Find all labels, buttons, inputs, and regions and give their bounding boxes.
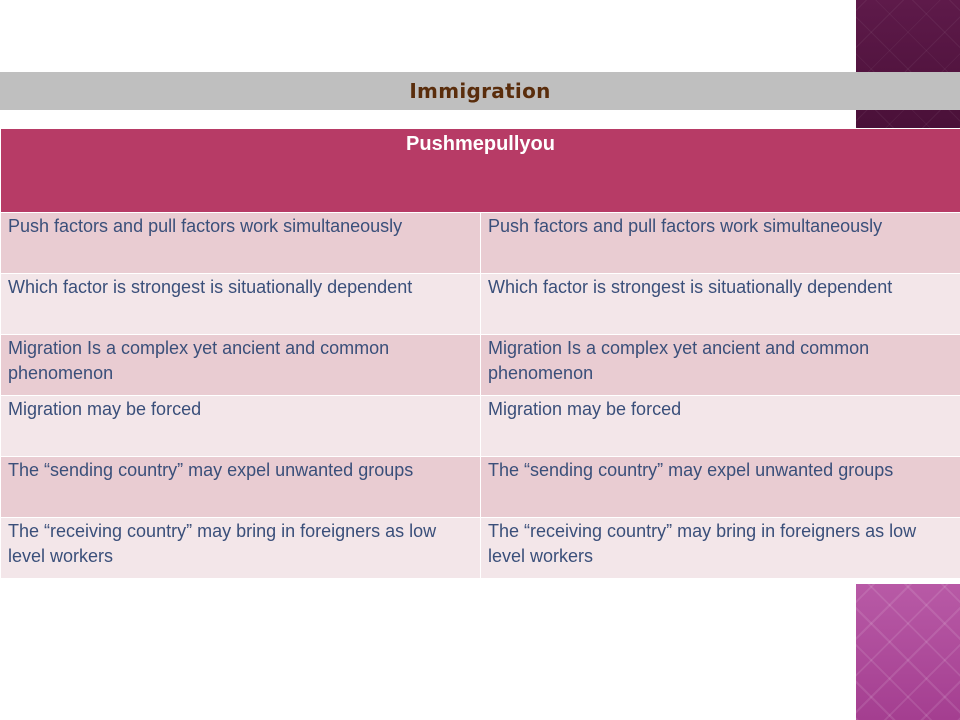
slide-title: Immigration (409, 79, 551, 103)
table-row: Which factor is strongest is situational… (0, 273, 960, 335)
table-cell: The “receiving country” may bring in for… (0, 517, 481, 579)
table-row: Migration Is a complex yet ancient and c… (0, 334, 960, 396)
table-cell: Which factor is strongest is situational… (480, 273, 960, 335)
table-cell: The “receiving country” may bring in for… (480, 517, 960, 579)
table-row: Migration may be forced Migration may be… (0, 395, 960, 457)
table-cell: Migration may be forced (480, 395, 960, 457)
table-cell: The “sending country” may expel unwanted… (0, 456, 481, 518)
table-header: Pushmepullyou (0, 128, 960, 213)
table-cell: Migration Is a complex yet ancient and c… (0, 334, 481, 396)
decorative-strip-bottom (856, 584, 960, 720)
table-cell: Push factors and pull factors work simul… (480, 212, 960, 274)
table-cell: Which factor is strongest is situational… (0, 273, 481, 335)
content-table-wrapper: Pushmepullyou Push factors and pull fact… (0, 128, 960, 579)
table-row: Push factors and pull factors work simul… (0, 212, 960, 274)
table-cell: Push factors and pull factors work simul… (0, 212, 481, 274)
table-row: The “receiving country” may bring in for… (0, 517, 960, 579)
table-row: The “sending country” may expel unwanted… (0, 456, 960, 518)
table-cell: The “sending country” may expel unwanted… (480, 456, 960, 518)
table-cell: Migration Is a complex yet ancient and c… (480, 334, 960, 396)
table-cell: Migration may be forced (0, 395, 481, 457)
content-table: Pushmepullyou Push factors and pull fact… (0, 128, 960, 579)
title-bar: Immigration (0, 72, 960, 110)
